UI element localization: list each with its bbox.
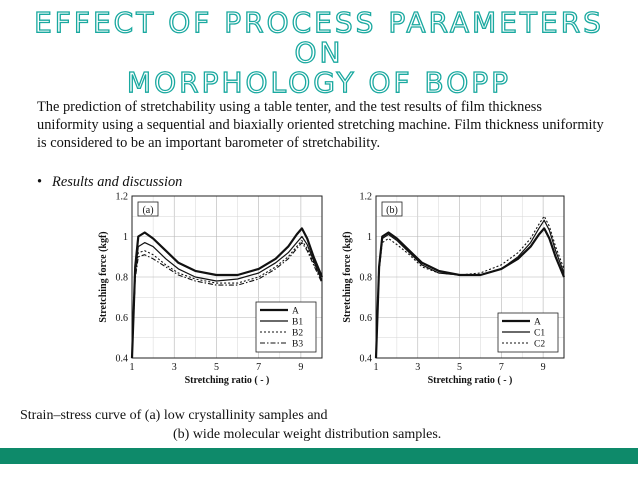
y-tick-label: 0.6 [360,313,373,324]
legend-label-b1: B1 [292,318,303,328]
y-axis-label: Stretching force (kgf) [342,231,353,322]
series-line-b1 [131,235,323,359]
y-tick-label: 0.8 [360,273,373,284]
y-tick-label: 1 [367,232,372,243]
y-tick-label: 0.6 [116,313,129,324]
bullet-text: Results and discussion [52,174,183,190]
body-paragraph: The prediction of stretchability using a… [37,99,604,151]
x-tick-label: 9 [541,362,546,373]
legend-label-c1: C1 [534,329,545,339]
panel-label: (b) [386,205,398,216]
series-line-a [130,227,324,359]
caption-line-2: (b) wide molecular weight distribution s… [173,427,442,442]
legend-label-c2: C2 [534,340,545,350]
x-axis-label: Stretching ratio ( - ) [185,375,270,386]
y-tick-label: 0.4 [116,354,129,365]
figure: 1 3 5 7 9 0.4 0.6 0.8 1 1.2 Stretching ratio ( - )… [94,186,574,403]
panel-label-box [381,201,403,217]
x-tick-label: 9 [298,362,303,373]
x-tick-label: 7 [499,362,504,373]
bottom-bar [0,448,638,464]
x-tick-label: 5 [214,362,219,373]
y-tick-label: 1 [123,232,128,243]
figure-caption: Strain–stress curve of (a) low crystalli… [20,406,620,444]
x-tick-label: 7 [256,362,261,373]
legend-label-b2: B2 [292,329,303,339]
chart-panel-2: 1 3 5 7 9 0.4 0.6 0.8 1 1.2 Stretching ratio ( - )… [342,192,566,386]
y-tick-label: 0.8 [116,273,129,284]
legend-label-b3: B3 [292,340,303,350]
y-axis-label: Stretching force (kgf) [98,231,109,322]
x-axis-label: Stretching ratio ( - ) [428,375,513,386]
x-tick-label: 1 [374,362,379,373]
panel-label: (a) [142,205,153,216]
y-tick-label: 1.2 [116,192,129,203]
legend-label-a: A [292,307,299,317]
chart-panel-1: 1 3 5 7 9 0.4 0.6 0.8 1 1.2 Stretching ratio ( - )… [98,192,324,386]
legend-label-a: A [534,318,541,328]
y-tick-label: 0.4 [360,354,373,365]
x-tick-label: 3 [172,362,177,373]
title-line-1: EFFECT OF PROCESS PARAMETERS [33,6,604,39]
panel-label-box [137,201,159,217]
series-line-c2 [375,215,565,359]
y-tick-label: 1.2 [360,192,373,203]
series-line-b3 [131,242,323,359]
bullet-dot: • [37,174,43,190]
x-tick-label: 3 [415,362,420,373]
slide-title: EFFECT OF PROCESS PARAMETERS ON MORPHOLO… [0,6,638,99]
title-line-2: ON [294,36,344,69]
series-line-c1 [375,219,565,359]
x-tick-label: 1 [130,362,135,373]
x-tick-label: 5 [457,362,462,373]
bullet-item: • Results and discussion [37,174,182,191]
caption-line-1: Strain–stress curve of (a) low crystalli… [20,408,328,423]
figure-svg: 1 3 5 7 9 0.4 0.6 0.8 1 1.2 Stretching ratio ( - )… [98,192,566,386]
title-line-3: MORPHOLOGY OF BOPP [126,66,512,99]
